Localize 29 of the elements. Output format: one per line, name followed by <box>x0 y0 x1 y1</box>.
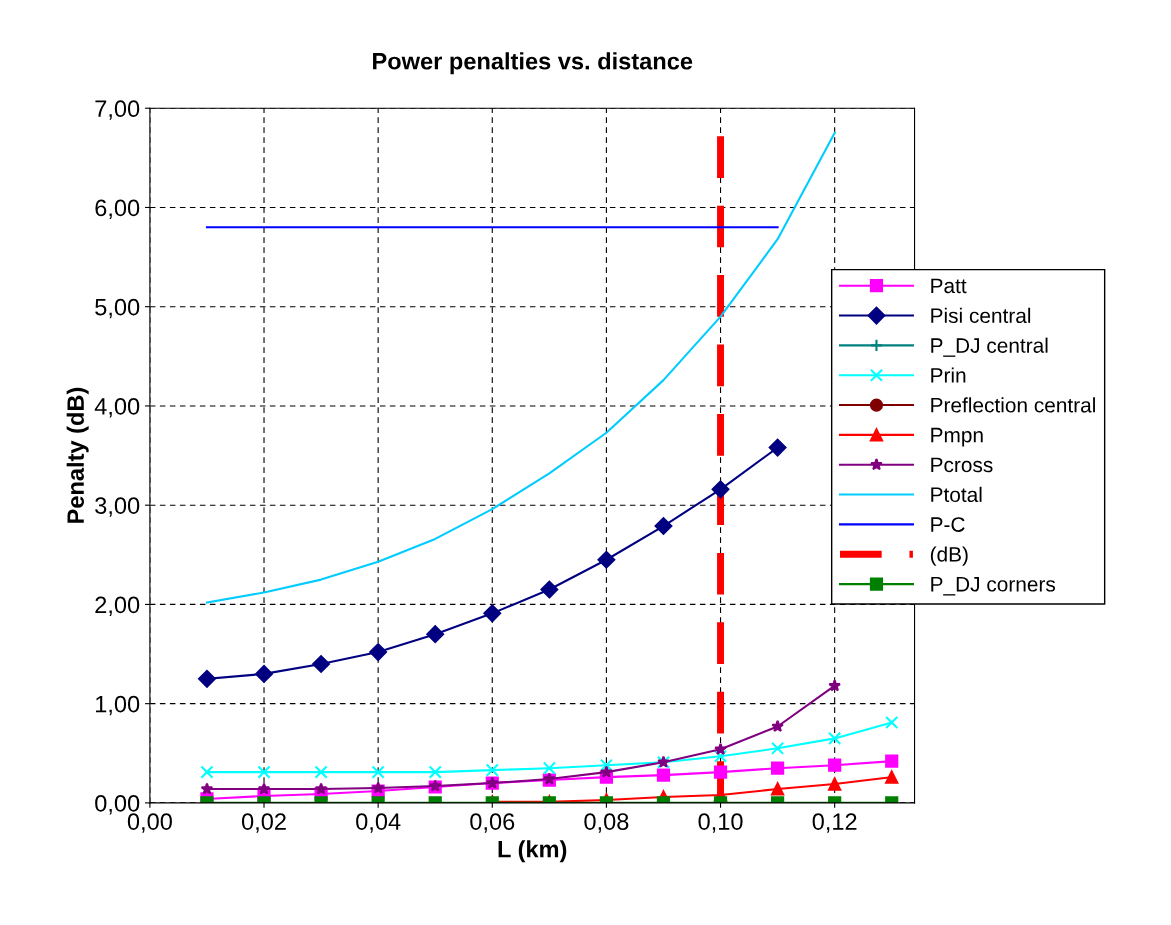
x-tick-label: 0,06 <box>470 813 515 833</box>
legend-label: Ptotal <box>931 486 982 503</box>
y-tick-label: 0,00 <box>95 794 140 815</box>
x-axis-title: L (km) <box>498 840 567 863</box>
legend-label: P_DJ corners <box>931 577 1056 596</box>
legend-label: (dB) <box>930 546 968 566</box>
y-tick-label: 5,00 <box>95 298 140 319</box>
legend-label: Pisi central <box>931 307 1031 324</box>
legend-label: Patt <box>931 278 967 294</box>
y-tick-label: 2,00 <box>95 596 140 616</box>
legend-label: Prin <box>931 367 966 383</box>
x-tick-label: 0,12 <box>812 813 857 833</box>
x-tick-label: 0,08 <box>584 813 629 833</box>
y-tick-label: 4,00 <box>94 398 140 418</box>
y-tick-label: 1,00 <box>96 695 140 716</box>
x-tick-label: 0,02 <box>241 813 286 833</box>
legend-label: P_DJ central <box>931 337 1048 357</box>
legend-label: Pcross <box>931 457 993 473</box>
x-tick-label: 0,00 <box>127 813 172 833</box>
legend-label: Preflection central <box>931 397 1095 413</box>
chart-title: Power penalties vs. distance <box>373 52 693 75</box>
y-axis-title: Penalty (dB) <box>66 387 89 523</box>
legend-label: P-C <box>931 517 965 532</box>
legend-label: Pmpn <box>931 427 983 447</box>
x-tick-label: 0,04 <box>356 813 401 833</box>
y-tick-label: 6,00 <box>95 199 140 220</box>
y-tick-label: 7,00 <box>95 100 140 120</box>
x-tick-label: 0,10 <box>698 813 743 833</box>
y-tick-label: 3,00 <box>95 497 140 517</box>
